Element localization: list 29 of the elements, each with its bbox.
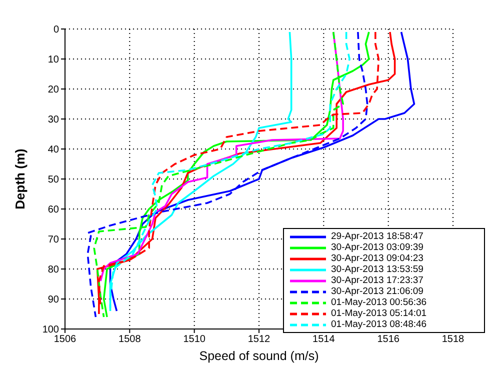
- y-tick-label: 70: [48, 234, 60, 246]
- legend-label: 30-Apr-2013 03:09:39: [331, 242, 424, 253]
- x-tick-label: 1512: [248, 334, 271, 346]
- legend-label: 30-Apr-2013 09:04:23: [331, 253, 424, 264]
- legend-label: 30-Apr-2013 13:53:59: [331, 264, 424, 275]
- legend-label: 01-May-2013 05:14:01: [331, 308, 427, 319]
- x-tick-label: 1508: [118, 334, 142, 346]
- y-tick-label: 10: [48, 54, 60, 66]
- y-tick-label: 60: [48, 204, 60, 216]
- y-tick-label: 40: [48, 144, 60, 156]
- legend-label: 29-Apr-2013 18:58:47: [331, 231, 424, 242]
- x-tick-label: 1516: [377, 334, 400, 346]
- x-tick-label: 1518: [442, 334, 465, 346]
- y-tick-label: 90: [48, 294, 60, 306]
- legend-label: 30-Apr-2013 21:06:09: [331, 286, 424, 297]
- y-tick-label: 0: [53, 24, 60, 36]
- x-tick-label: 1514: [312, 334, 336, 346]
- legend-label: 01-May-2013 00:56:36: [331, 297, 427, 308]
- legend-label: 01-May-2013 08:48:46: [331, 319, 427, 330]
- y-axis-title: Depth (m): [12, 148, 28, 210]
- y-tick-label: 80: [48, 264, 60, 276]
- y-tick-label: 30: [48, 114, 60, 126]
- y-tick-label: 20: [48, 84, 60, 96]
- legend-label: 30-Apr-2013 17:23:37: [331, 275, 424, 286]
- x-tick-label: 1510: [183, 334, 206, 346]
- x-tick-label: 1506: [54, 334, 77, 346]
- y-tick-label: 50: [48, 174, 60, 186]
- y-tick-label: 100: [42, 324, 60, 336]
- x-axis-title: Speed of sound (m/s): [199, 349, 319, 363]
